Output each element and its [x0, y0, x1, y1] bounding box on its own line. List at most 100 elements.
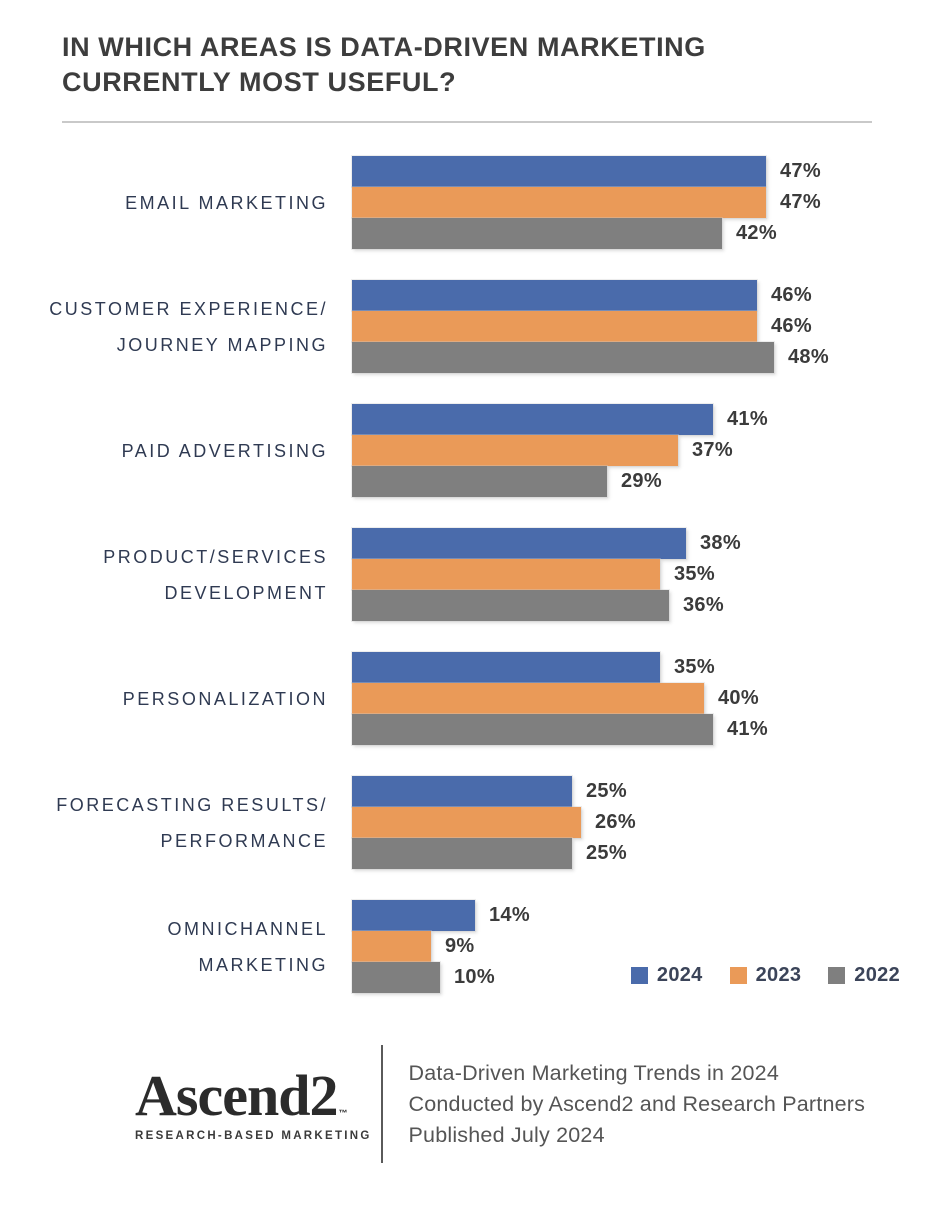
chart-category-group: PERSONALIZATION 35% 40% 41% — [40, 652, 900, 745]
bar-2024 — [352, 652, 660, 683]
bar-row-2022: 48% — [352, 342, 900, 373]
legend-swatch-icon — [828, 967, 846, 984]
bar-2024 — [352, 528, 686, 559]
bar-2023 — [352, 311, 757, 342]
bar-row-2022: 25% — [352, 838, 900, 869]
value-label: 35% — [674, 656, 715, 678]
bar-2022 — [352, 714, 713, 745]
footer-source-text: Data-Driven Marketing Trends in 2024 Con… — [409, 1045, 866, 1163]
chart-category-group: FORECASTING RESULTS/ PERFORMANCE 25% 26% 25… — [40, 776, 900, 869]
chart-category-group: CUSTOMER EXPERIENCE/ JOURNEY MAPPING 46% 4… — [40, 280, 900, 373]
bar-row-2023: 9% — [352, 931, 900, 962]
legend-label: 2022 — [854, 964, 900, 986]
bar-2023 — [352, 559, 660, 590]
value-label: 10% — [454, 966, 495, 988]
category-bars: 41% 37% 29% — [352, 404, 900, 497]
bar-row-2023: 37% — [352, 435, 900, 466]
value-label: 40% — [718, 687, 759, 709]
value-label: 46% — [771, 284, 812, 306]
bar-row-2024: 14% — [352, 900, 900, 931]
bar-2022 — [352, 466, 607, 497]
bar-row-2023: 35% — [352, 559, 900, 590]
logo-suffix: 2 — [309, 1062, 338, 1128]
legend-label: 2024 — [656, 964, 703, 986]
bar-row-2022: 41% — [352, 714, 900, 745]
value-label: 46% — [771, 315, 812, 337]
category-bars: 38% 35% 36% — [352, 528, 900, 621]
category-label: PAID ADVERTISING — [121, 440, 328, 461]
value-label: 42% — [736, 222, 777, 244]
bar-2024 — [352, 156, 766, 187]
value-label: 9% — [445, 935, 475, 957]
footer-divider — [381, 1045, 383, 1163]
value-label: 25% — [586, 780, 627, 802]
trademark-symbol: ™ — [338, 1107, 348, 1118]
value-label: 38% — [700, 532, 741, 554]
bar-chart: EMAIL MARKETING 47% 47% 42% CUSTOMER EXPERIE… — [40, 156, 900, 993]
category-label: EMAIL MARKETING — [125, 192, 328, 213]
bar-row-2023: 40% — [352, 683, 900, 714]
value-label: 26% — [595, 811, 636, 833]
chart-category-group: EMAIL MARKETING 47% 47% 42% — [40, 156, 900, 249]
category-label: PERSONALIZATION — [122, 688, 328, 709]
bar-2022 — [352, 218, 722, 249]
bar-row-2024: 35% — [352, 652, 900, 683]
category-label: FORECASTING RESULTS/ PERFORMANCE — [56, 794, 328, 851]
bar-2022 — [352, 838, 572, 869]
bar-2023 — [352, 435, 678, 466]
value-label: 41% — [727, 408, 768, 430]
bar-2023 — [352, 807, 581, 838]
legend-swatch-icon — [729, 967, 747, 984]
value-label: 29% — [621, 470, 662, 492]
value-label: 35% — [674, 563, 715, 585]
value-label: 47% — [780, 191, 821, 213]
category-label: CUSTOMER EXPERIENCE/ JOURNEY MAPPING — [49, 298, 328, 355]
value-label: 41% — [727, 718, 768, 740]
footer-line-1: Data-Driven Marketing Trends in 2024 — [408, 1060, 779, 1085]
ascend2-logo-text: Ascend 2 ™ — [135, 1062, 381, 1128]
category-label: PRODUCT/SERVICES DEVELOPMENT — [103, 546, 328, 603]
category-bars: 25% 26% 25% — [352, 776, 900, 869]
bar-row-2023: 26% — [352, 807, 900, 838]
bar-row-2024: 38% — [352, 528, 900, 559]
legend-item-2024: 2024 — [630, 964, 703, 987]
footer-line-2: Conducted by Ascend2 and Research Partne… — [408, 1091, 866, 1116]
bar-2023 — [352, 187, 766, 218]
bar-row-2022: 42% — [352, 218, 900, 249]
value-label: 36% — [683, 594, 724, 616]
legend-item-2023: 2023 — [729, 964, 802, 987]
value-label: 14% — [489, 904, 530, 926]
bar-2022 — [352, 342, 774, 373]
footer-line-3: Published July 2024 — [408, 1122, 605, 1147]
chart-category-group: OMNICHANNEL MARKETING 14% 9% 10% — [40, 900, 900, 993]
bar-2024 — [352, 404, 713, 435]
bar-row-2024: 47% — [352, 156, 900, 187]
bar-2022 — [352, 962, 440, 993]
footer: Ascend 2 ™ RESEARCH-BASED MARKETING Data-D… — [135, 1045, 934, 1163]
bar-row-2024: 46% — [352, 280, 900, 311]
legend: 2024 2023 2022 — [630, 964, 900, 987]
logo-name: Ascend — [135, 1062, 310, 1128]
ascend2-logo: Ascend 2 ™ RESEARCH-BASED MARKETING — [135, 1045, 381, 1163]
bar-2023 — [352, 683, 704, 714]
category-label: OMNICHANNEL MARKETING — [167, 918, 328, 975]
category-bars: 14% 9% 10% — [352, 900, 900, 993]
category-bars: 46% 46% 48% — [352, 280, 900, 373]
chart-category-group: PAID ADVERTISING 41% 37% 29% — [40, 404, 900, 497]
title-divider — [62, 121, 872, 123]
bar-2022 — [352, 590, 669, 621]
legend-item-2022: 2022 — [828, 964, 900, 987]
category-bars: 35% 40% 41% — [352, 652, 900, 745]
chart-title: IN WHICH AREAS IS DATA-DRIVEN MARKETING … — [62, 32, 706, 97]
category-bars: 47% 47% 42% — [352, 156, 900, 249]
legend-label: 2023 — [755, 964, 802, 986]
bar-row-2023: 47% — [352, 187, 900, 218]
bar-row-2022: 29% — [352, 466, 900, 497]
value-label: 25% — [586, 842, 627, 864]
logo-tagline: RESEARCH-BASED MARKETING — [135, 1129, 372, 1142]
bar-2024 — [352, 900, 475, 931]
value-label: 37% — [692, 439, 733, 461]
legend-swatch-icon — [630, 967, 648, 984]
value-label: 47% — [780, 160, 821, 182]
value-label: 48% — [788, 346, 829, 368]
